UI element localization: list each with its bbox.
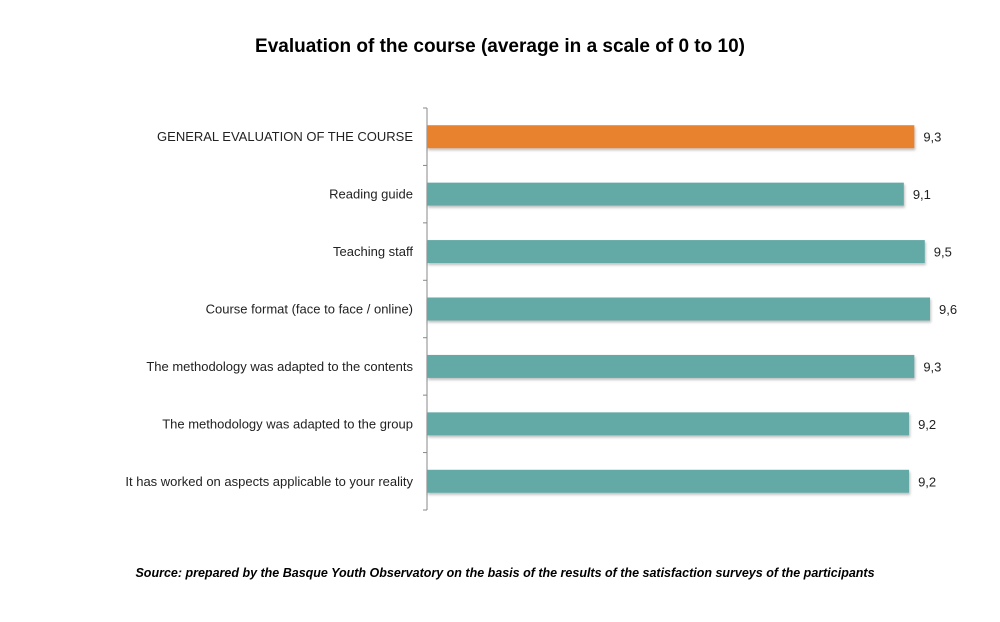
data-label: 9,1 (913, 187, 931, 202)
category-label: It has worked on aspects applicable to y… (125, 474, 413, 489)
bar (427, 412, 910, 436)
chart-title: Evaluation of the course (average in a s… (255, 36, 745, 57)
data-label: 9,5 (934, 245, 952, 260)
data-label: 9,2 (918, 474, 936, 489)
bar (427, 354, 915, 378)
category-label: Reading guide (329, 187, 413, 202)
data-label: 9,3 (923, 130, 941, 145)
source-note: Source: prepared by the Basque Youth Obs… (135, 566, 875, 580)
data-label: 9,3 (923, 359, 941, 374)
category-label: Course format (face to face / online) (206, 302, 413, 317)
bar (427, 297, 931, 321)
category-label: The methodology was adapted to the conte… (146, 359, 413, 374)
category-label: GENERAL EVALUATION OF THE COURSE (157, 129, 413, 144)
data-label: 9,2 (918, 417, 936, 432)
bar (427, 240, 925, 264)
data-label: 9,6 (939, 302, 957, 317)
category-label: The methodology was adapted to the group (162, 416, 413, 431)
bar (427, 469, 910, 493)
category-label: Teaching staff (333, 244, 413, 259)
bar (427, 182, 904, 206)
bar (427, 125, 915, 149)
